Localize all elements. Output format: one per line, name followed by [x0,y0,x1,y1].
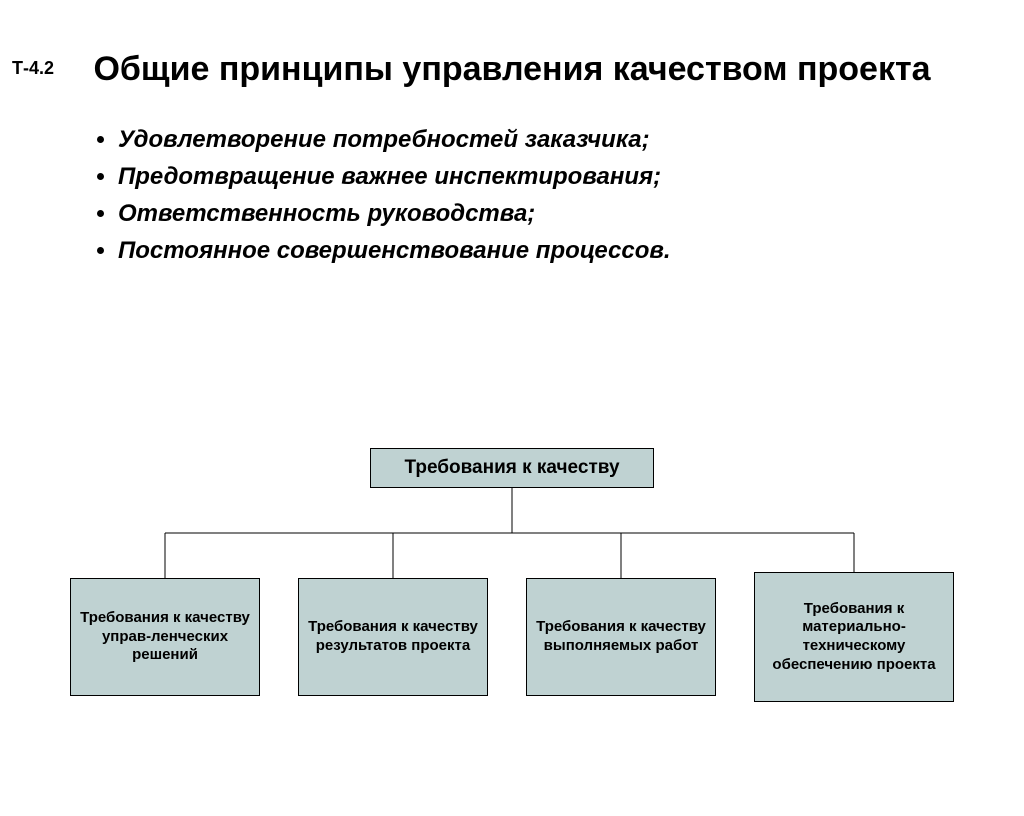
child-node-0: Требования к качеству управ-ленческих ре… [70,578,260,696]
corner-label: Т-4.2 [12,58,54,79]
root-node-label: Требования к качеству [404,457,619,480]
root-node: Требования к качеству [370,448,654,488]
child-node-1: Требования к качеству результатов проект… [298,578,488,696]
child-node-2: Требования к качеству выполняемых работ [526,578,716,696]
child-node-3: Требования к материально-техническому об… [754,572,954,702]
bullet-list: Удовлетворение потребностей заказчика; П… [92,121,1024,270]
list-item: Удовлетворение потребностей заказчика; [118,121,1024,158]
list-item: Ответственность руководства; [118,195,1024,232]
page-title: Общие принципы управления качеством прое… [0,48,1024,91]
child-node-label: Требования к качеству результатов проект… [307,618,479,656]
child-node-label: Требования к качеству выполняемых работ [535,618,707,656]
child-node-label: Требования к материально-техническому об… [763,600,945,675]
hierarchy-diagram: Требования к качеству Требования к качес… [0,448,1024,808]
list-item: Предотвращение важнее инспектирования; [118,158,1024,195]
child-node-label: Требования к качеству управ-ленческих ре… [79,609,251,665]
list-item: Постоянное совершенствование процессов. [118,232,1024,269]
